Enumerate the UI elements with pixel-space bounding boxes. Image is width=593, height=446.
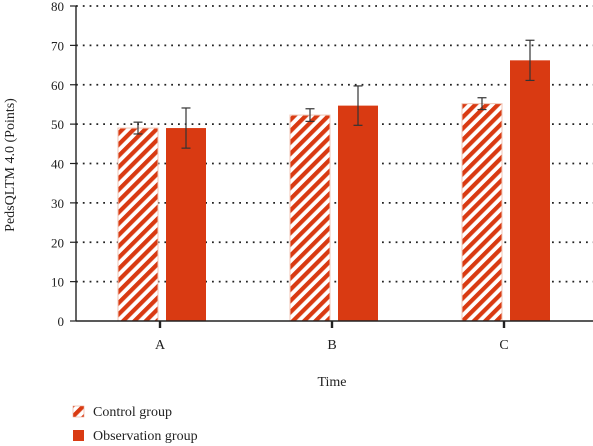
y-tick-label-70: 70 bbox=[51, 38, 64, 53]
bar-observation-B bbox=[338, 105, 378, 322]
error-bar-observation-A bbox=[181, 107, 191, 149]
legend-label-control: Control group bbox=[93, 405, 172, 420]
legend-swatch-observation bbox=[73, 430, 84, 441]
legend-label-observation: Observation group bbox=[93, 429, 198, 444]
legend: Control group Observation group bbox=[72, 405, 198, 444]
error-bar-control-C bbox=[477, 97, 487, 111]
y-axis-label: PedsQLTM 4.0 (Points) bbox=[3, 98, 18, 232]
bar-observation-A bbox=[166, 128, 206, 321]
y-tick-label-10: 10 bbox=[51, 275, 64, 290]
bar-control-B bbox=[289, 114, 331, 322]
bar-control-A bbox=[117, 127, 159, 322]
x-tick-label-A: A bbox=[155, 338, 166, 353]
error-bar-control-B bbox=[305, 108, 315, 122]
y-tick-label-50: 50 bbox=[51, 117, 64, 132]
bars bbox=[117, 60, 550, 322]
y-tick-label-40: 40 bbox=[51, 157, 64, 172]
y-tick-label-0: 0 bbox=[58, 314, 65, 329]
error-bar-observation-B bbox=[353, 85, 363, 126]
error-bar-observation-C bbox=[525, 39, 535, 82]
legend-item-control: Control group bbox=[72, 405, 172, 420]
x-axis-label: Time bbox=[317, 375, 346, 390]
error-bar-control-A bbox=[133, 121, 143, 135]
bar-control-C bbox=[461, 103, 503, 322]
x-tick-label-C: C bbox=[499, 338, 508, 353]
axes: 0 10 20 30 40 50 60 70 80 A B C bbox=[51, 0, 593, 353]
error-bars bbox=[133, 39, 535, 149]
x-tick-label-B: B bbox=[327, 338, 336, 353]
gridlines bbox=[76, 5, 593, 283]
y-tick-label-20: 20 bbox=[51, 235, 64, 250]
y-tick-label-30: 30 bbox=[51, 196, 64, 211]
legend-swatch-control bbox=[72, 405, 85, 418]
bar-observation-C bbox=[510, 60, 550, 322]
y-tick-label-60: 60 bbox=[51, 78, 64, 93]
y-tick-label-80: 80 bbox=[51, 0, 64, 14]
legend-item-observation: Observation group bbox=[73, 429, 198, 444]
